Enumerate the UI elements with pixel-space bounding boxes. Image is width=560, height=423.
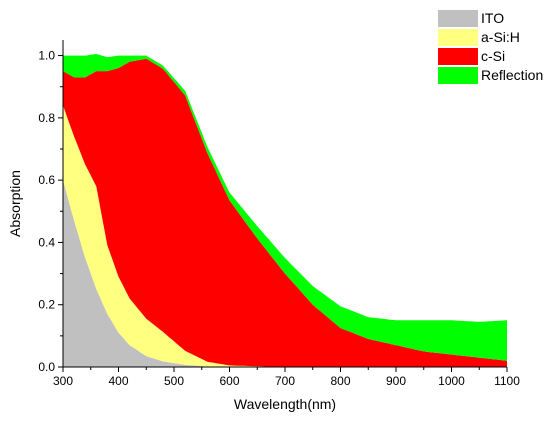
x-tick-label: 500 bbox=[164, 374, 184, 388]
y-tick-label: 0.6 bbox=[38, 173, 55, 187]
stacked-areas bbox=[63, 54, 507, 368]
y-tick-label: 0.2 bbox=[38, 298, 55, 312]
area-c-si bbox=[63, 58, 507, 367]
x-ticks: 300 400 500 600 700 800 900 1000 1100 bbox=[53, 367, 520, 388]
y-ticks: 0.0 0.2 0.4 0.6 0.8 1.0 bbox=[38, 49, 63, 374]
x-tick-label: 700 bbox=[275, 374, 295, 388]
y-axis-title: Absorption bbox=[7, 170, 23, 237]
legend-label: Reflection bbox=[481, 67, 543, 83]
x-tick-label: 1100 bbox=[494, 374, 520, 388]
area-reflection bbox=[63, 54, 507, 361]
legend-label: c-Si bbox=[481, 48, 505, 64]
legend-label: a-Si:H bbox=[481, 29, 520, 45]
x-tick-label: 1000 bbox=[438, 374, 465, 388]
x-tick-label: 800 bbox=[330, 374, 350, 388]
legend-swatch-reflection bbox=[438, 67, 478, 84]
x-tick-label: 900 bbox=[386, 374, 406, 388]
y-tick-label: 0.8 bbox=[38, 111, 55, 125]
x-tick-label: 400 bbox=[108, 374, 128, 388]
y-tick-label: 0.4 bbox=[38, 235, 55, 249]
x-tick-label: 600 bbox=[219, 374, 239, 388]
legend-label: ITO bbox=[481, 10, 504, 26]
legend: ITO a-Si:H c-Si Reflection bbox=[438, 10, 543, 84]
x-axis-title: Wavelength(nm) bbox=[234, 396, 336, 412]
legend-swatch-ito bbox=[438, 10, 478, 27]
x-tick-label: 300 bbox=[53, 374, 73, 388]
y-tick-label: 0.0 bbox=[38, 360, 55, 374]
legend-swatch-c-si bbox=[438, 48, 478, 65]
y-tick-label: 1.0 bbox=[38, 49, 55, 63]
area-ito bbox=[63, 180, 507, 367]
legend-swatch-a-si-h bbox=[438, 29, 478, 46]
